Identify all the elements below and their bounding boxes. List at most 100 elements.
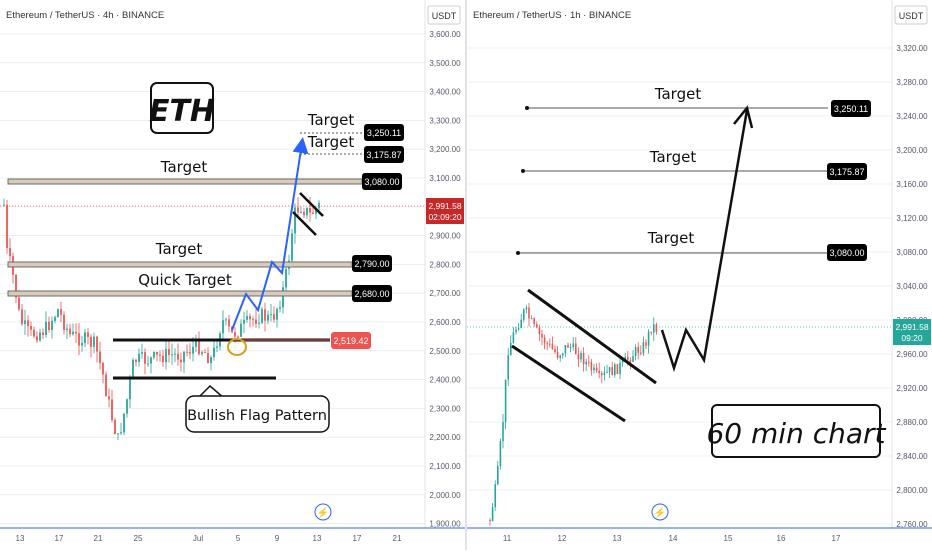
y-tick-label: 3,100.00 bbox=[429, 174, 461, 183]
candle-body bbox=[147, 363, 149, 365]
price-label-3250-1h-text: 3,250.11 bbox=[834, 104, 868, 114]
candle-body bbox=[621, 359, 624, 363]
candle-body bbox=[24, 320, 26, 324]
x-tick-label: 25 bbox=[134, 534, 143, 543]
candle-body bbox=[593, 367, 595, 371]
candle-body bbox=[562, 353, 564, 356]
candle-body bbox=[536, 324, 538, 328]
candle-body bbox=[297, 207, 299, 213]
candle-body bbox=[580, 352, 582, 360]
support-price-label bbox=[331, 332, 371, 349]
candle-body bbox=[538, 327, 541, 335]
candle-body bbox=[162, 355, 164, 363]
x-tick-label: 17 bbox=[832, 534, 841, 543]
candle-body bbox=[213, 347, 215, 358]
candle-body bbox=[177, 353, 179, 360]
right-currency-box[interactable] bbox=[894, 5, 928, 25]
right-y-ticks: 3,320.00 3,280.00 3,240.00 3,200.00 3,160.00… bbox=[896, 44, 928, 529]
y-tick-label: 2,200.00 bbox=[429, 433, 461, 442]
candle-body bbox=[249, 316, 251, 320]
candle-body bbox=[243, 319, 245, 324]
left-time-axis[interactable] bbox=[0, 528, 465, 550]
panel-separator bbox=[465, 0, 467, 550]
candle-body bbox=[240, 323, 242, 337]
candle-body bbox=[494, 484, 496, 508]
left-chart-panel[interactable]: 3,600.00 3,500.00 3,400.00 3,300.00 3,200.00… bbox=[0, 0, 467, 550]
left-currency-box[interactable] bbox=[427, 5, 461, 25]
y-tick-label: 3,400.00 bbox=[429, 88, 461, 97]
candle-body bbox=[36, 336, 38, 341]
candle-body bbox=[577, 353, 580, 360]
y-tick-label: 2,920.00 bbox=[896, 384, 928, 393]
y-tick-label: 2,700.00 bbox=[429, 289, 461, 298]
candle-body bbox=[614, 364, 616, 376]
candle-body bbox=[267, 314, 269, 321]
left-currency-label: USDT bbox=[432, 11, 457, 21]
x-tick-label: 21 bbox=[393, 534, 402, 543]
y-tick-label: 3,600.00 bbox=[429, 30, 461, 39]
candle-body bbox=[186, 351, 188, 353]
target-text-3175: Target bbox=[307, 133, 355, 151]
candle-body bbox=[282, 287, 284, 308]
y-tick-label: 3,500.00 bbox=[429, 59, 461, 68]
projection-path bbox=[231, 137, 309, 331]
left-countdown: 02:09:20 bbox=[428, 212, 461, 222]
candle-body bbox=[504, 379, 507, 423]
channel-bottom-line bbox=[511, 344, 626, 423]
y-tick-label: 3,320.00 bbox=[896, 44, 928, 53]
candle-body bbox=[497, 466, 499, 485]
candle-body bbox=[30, 325, 32, 330]
candle-body bbox=[637, 347, 639, 353]
candle-body bbox=[93, 336, 95, 347]
price-label-2680-text: 2,680.00 bbox=[354, 289, 389, 299]
candle-body bbox=[261, 309, 263, 323]
candle-body bbox=[510, 342, 512, 356]
price-label-2790-text: 2,790.00 bbox=[354, 259, 389, 269]
candle-body bbox=[183, 351, 185, 363]
candle-body bbox=[57, 309, 59, 318]
price-label-3080-text: 3,080.00 bbox=[364, 177, 399, 187]
y-tick-label: 3,240.00 bbox=[896, 112, 928, 121]
candle-body bbox=[619, 362, 621, 375]
caption-box bbox=[711, 404, 881, 458]
candle-body bbox=[114, 420, 116, 435]
y-tick-label: 2,500.00 bbox=[429, 347, 461, 356]
candle-body bbox=[616, 364, 619, 375]
candle-body bbox=[201, 352, 203, 354]
candle-body bbox=[653, 324, 655, 333]
right-price-axis[interactable] bbox=[892, 0, 932, 528]
price-label-3250-text: 3,250.11 bbox=[367, 128, 401, 138]
projection-arrowhead bbox=[733, 105, 754, 129]
candle-body bbox=[582, 352, 585, 365]
candle-body bbox=[647, 331, 650, 346]
candle-body bbox=[75, 331, 77, 334]
candle-body bbox=[567, 345, 569, 348]
y-tick-label: 3,200.00 bbox=[429, 145, 461, 154]
candle-body bbox=[60, 309, 62, 315]
candle-body bbox=[569, 347, 572, 349]
left-price-axis[interactable] bbox=[425, 0, 465, 528]
y-tick-label: 3,200.00 bbox=[896, 146, 928, 155]
candle-body bbox=[517, 328, 520, 330]
right-current-price: 2,991.58 bbox=[895, 322, 928, 332]
right-chart-panel[interactable]: 3,320.00 3,280.00 3,240.00 3,200.00 3,160.00… bbox=[467, 0, 932, 550]
candle-body bbox=[123, 413, 125, 433]
candle-body bbox=[530, 318, 533, 320]
price-label-3175-1h-text: 3,175.87 bbox=[829, 167, 864, 177]
lightning-icon[interactable] bbox=[314, 503, 332, 521]
candle-body bbox=[48, 321, 50, 330]
candle-body bbox=[294, 207, 296, 234]
candle-body bbox=[168, 348, 170, 355]
right-time-axis[interactable] bbox=[467, 528, 932, 550]
projection-zigzag bbox=[660, 109, 749, 373]
candle-body bbox=[129, 378, 131, 400]
left-chart-title: Ethereum / TetherUS · 4h · BINANCE bbox=[6, 10, 164, 21]
candle-body bbox=[603, 372, 606, 376]
candle-body bbox=[102, 363, 104, 375]
price-label-3175 bbox=[364, 146, 404, 163]
candle-body bbox=[632, 355, 634, 362]
y-tick-label: 2,960.00 bbox=[896, 350, 928, 359]
price-label-3175-text: 3,175.87 bbox=[366, 150, 401, 160]
lightning-icon-1h[interactable] bbox=[651, 503, 669, 521]
candle-body bbox=[54, 317, 56, 321]
